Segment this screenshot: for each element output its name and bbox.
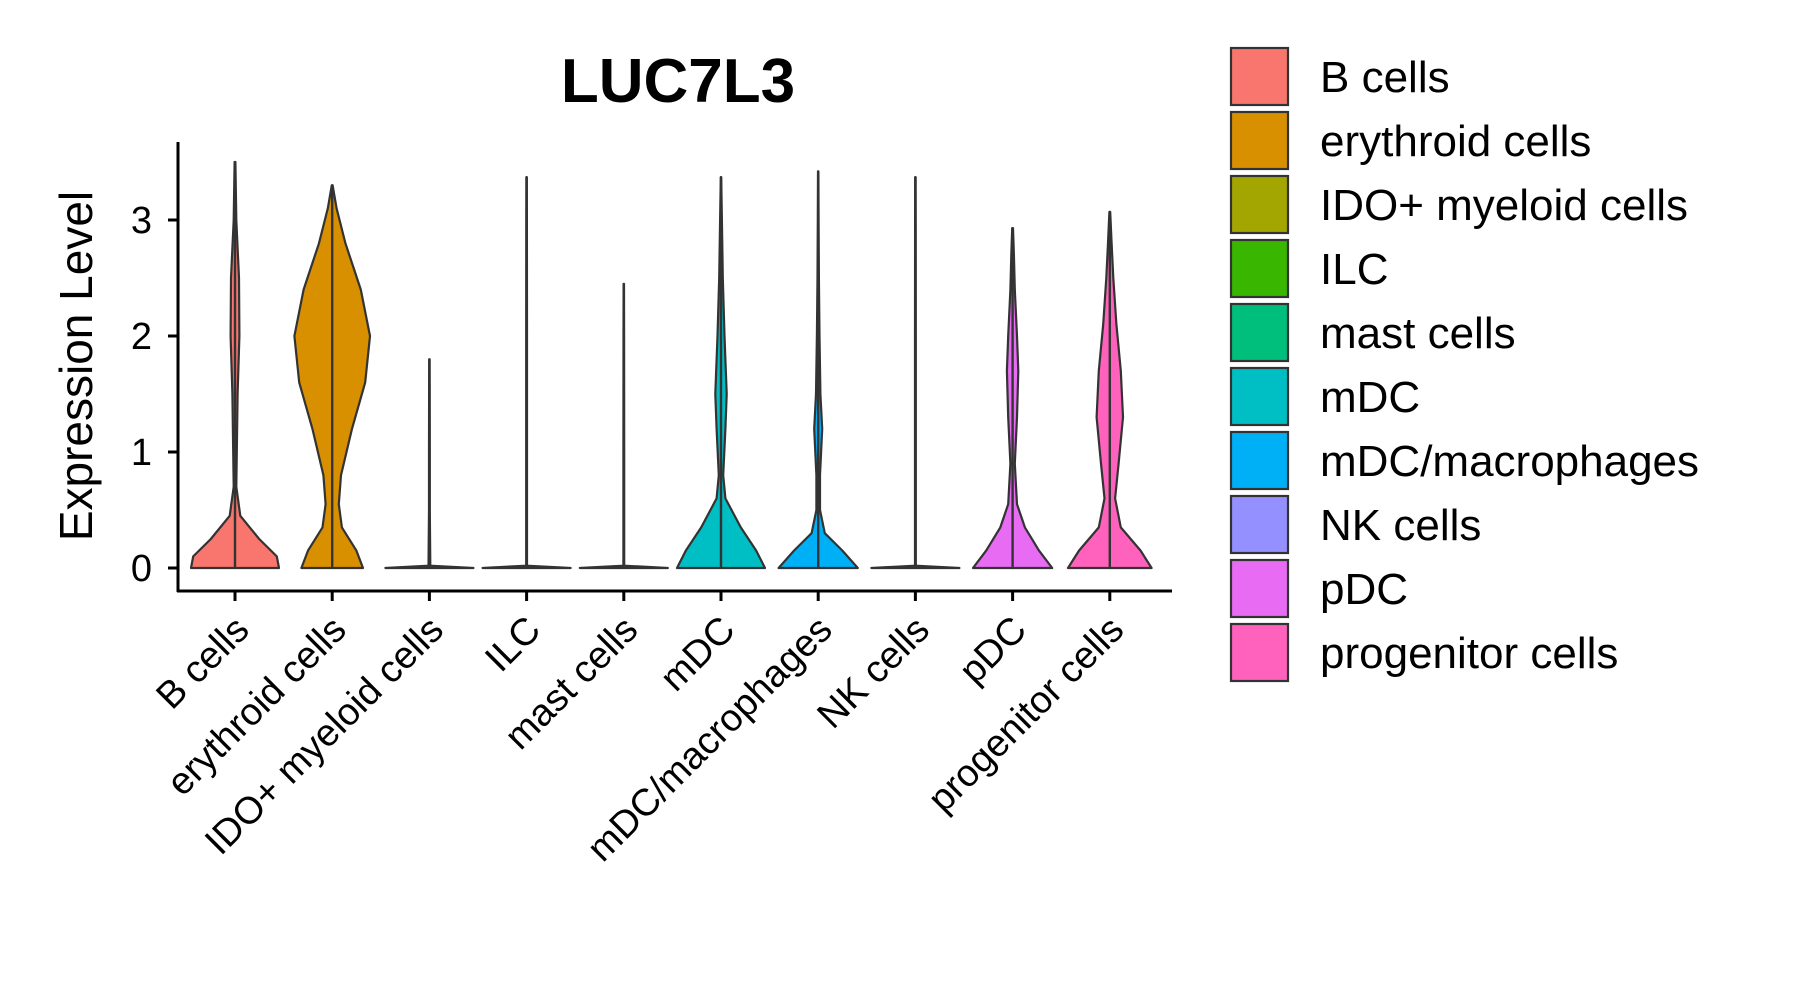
legend-label-mast-cells: mast cells [1320,309,1516,358]
legend-label-b-cells: B cells [1320,53,1450,102]
legend-swatch-pdc [1229,558,1290,619]
x-tick-label: mDC [652,609,743,700]
legend-label-progenitor-cells: progenitor cells [1320,629,1618,678]
x-tick-label: ILC [477,609,549,681]
legend-swatch-ido-myeloid-cells [1229,174,1290,235]
y-tick-label: 2 [131,316,152,358]
legend-label-mdc: mDC [1320,373,1420,422]
legend-swatch-progenitor-cells [1229,622,1290,683]
legend-swatch-erythroid-cells [1229,110,1290,171]
legend-swatch-mdc [1229,366,1290,427]
y-ticks-group: 0 1 2 3 [131,200,178,590]
x-tick-label: pDC [952,609,1035,692]
legend-swatch-mdc-macrophages [1229,430,1290,491]
legend-swatch-mast-cells [1229,302,1290,363]
legend: B cells erythroid cells IDO+ myeloid cells… [1229,46,1699,683]
legend-label-erythroid-cells: erythroid cells [1320,117,1591,166]
legend-label-nk-cells: NK cells [1320,501,1481,550]
legend-swatch-b-cells [1229,46,1290,107]
legend-label-ilc: ILC [1320,245,1388,294]
legend-label-mdc-macrophages: mDC/macrophages [1320,437,1699,486]
violins-group [189,160,1153,570]
y-tick-label: 3 [131,200,152,242]
legend-swatch-ilc [1229,238,1290,299]
y-axis-label: Expression Level [50,191,102,541]
y-tick-label: 0 [131,548,152,590]
y-tick-label: 1 [131,432,152,474]
legend-label-pdc: pDC [1320,565,1408,614]
chart-title: LUC7L3 [561,47,795,116]
legend-label-ido-myeloid-cells: IDO+ myeloid cells [1320,181,1688,230]
legend-swatch-nk-cells [1229,494,1290,555]
